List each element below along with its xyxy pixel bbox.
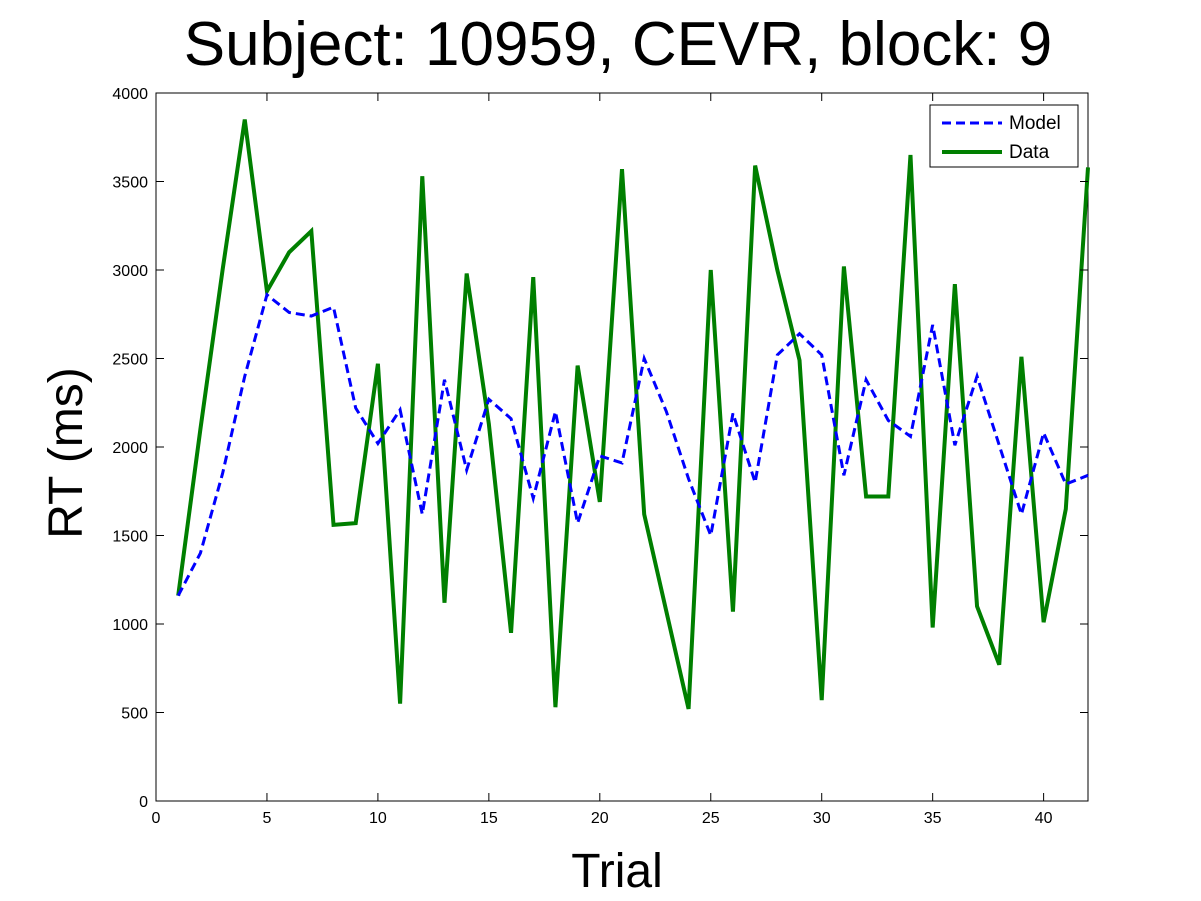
y-tick-label: 4000 [112,86,148,103]
series-line-data [176,119,1090,710]
x-tick-label: 0 [152,810,161,827]
y-tick-label: 500 [121,706,148,723]
y-axis-ticks: 0 500 1000 1500 2000 2500 3000 3500 4000 [112,86,1088,811]
x-tick-label: 30 [813,810,831,827]
y-tick-label: 1500 [112,529,148,546]
legend-label-model: Model [1009,113,1061,134]
x-tick-label: 25 [702,810,720,827]
x-tick-label: 35 [924,810,942,827]
y-axis-label: RT (ms) [40,367,93,539]
series-line-model [176,292,1089,597]
x-tick-label: 10 [369,810,387,827]
x-axis-label: Trial [571,845,663,898]
x-axis-ticks: 0 5 10 15 20 25 30 35 40 [152,93,1053,827]
legend: Model Data [929,104,1079,168]
y-tick-label: 0 [139,794,148,811]
x-tick-label: 15 [480,810,498,827]
y-tick-label: 1000 [112,617,148,634]
y-tick-label: 2500 [112,352,148,369]
plot-area [155,92,1089,802]
x-tick-label: 40 [1035,810,1053,827]
legend-box [929,104,1079,168]
x-tick-label: 5 [262,810,271,827]
x-tick-label: 20 [591,810,609,827]
series-layer [176,119,1090,710]
y-tick-label: 2000 [112,440,148,457]
chart-title: Subject: 10959, CEVR, block: 9 [184,10,1052,79]
legend-label-data: Data [1009,142,1050,163]
y-tick-label: 3000 [112,263,148,280]
y-tick-label: 3500 [112,175,148,192]
